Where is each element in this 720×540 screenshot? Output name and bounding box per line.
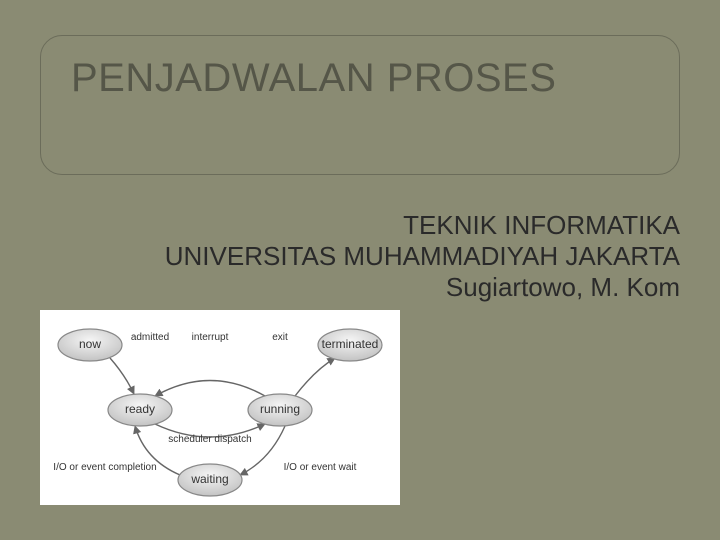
edge-label-new-ready: admitted [131,332,169,343]
node-label-terminated: terminated [322,337,379,351]
edge-label-running-ready: interrupt [192,332,229,343]
node-label-new: now [79,337,101,351]
edge-label-running-terminated: exit [272,332,288,343]
node-label-ready: ready [125,402,155,416]
edge-label-running-waiting: I/O or event wait [284,462,357,473]
edge-running-terminated [295,358,335,396]
subtitle-line-3: Sugiartowo, M. Kom [40,272,680,303]
edge-new-ready [110,358,134,394]
edge-running-ready [155,381,265,397]
process-state-diagram: now ready running terminated waiting admitte… [40,310,400,505]
edge-label-ready-running: scheduler dispatch [168,434,251,445]
node-label-waiting: waiting [190,472,228,486]
subtitle-line-1: TEKNIK INFORMATIKA [40,210,680,241]
edge-label-waiting-ready: I/O or event completion [53,462,156,473]
subtitle-line-2: UNIVERSITAS MUHAMMADIYAH JAKARTA [40,241,680,272]
node-label-running: running [260,402,300,416]
slide-title: PENJADWALAN PROSES [71,56,556,101]
subtitle-block: TEKNIK INFORMATIKA UNIVERSITAS MUHAMMADI… [40,210,680,304]
title-container: PENJADWALAN PROSES [40,35,680,175]
